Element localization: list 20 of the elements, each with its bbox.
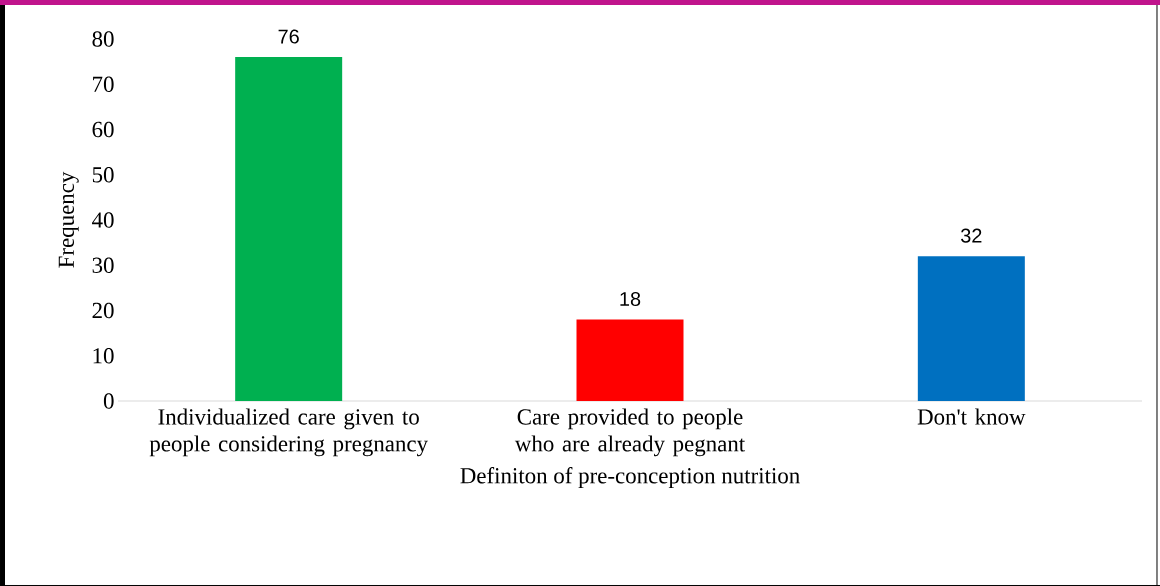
bar <box>576 319 684 401</box>
x-tick-label: Don't know <box>917 408 1026 425</box>
y-tick-label: 40 <box>92 212 114 228</box>
y-tick-label: 20 <box>92 302 114 319</box>
y-tick-label: 70 <box>93 76 114 92</box>
x-tick-label: Individualized care given to people considering pregnancy <box>149 408 428 457</box>
y-tick-label: 0 <box>103 393 114 409</box>
y-tick-label: 60 <box>92 121 114 138</box>
bar <box>917 256 1025 401</box>
y-axis-title: Frequency <box>58 171 79 268</box>
y-tick-label: 30 <box>92 257 114 273</box>
x-axis-title: Definiton of pre-conception nutrition <box>460 467 800 489</box>
y-tick-label: 10 <box>93 348 114 364</box>
data-label: 32 <box>961 228 982 243</box>
data-label: 18 <box>620 291 641 307</box>
y-tick-label: 50 <box>92 167 114 183</box>
bar <box>235 57 343 401</box>
data-label: 76 <box>278 29 299 44</box>
y-tick-label: 80 <box>92 31 114 47</box>
x-tick-label: Care provided to people who are already pegnant <box>514 408 746 457</box>
